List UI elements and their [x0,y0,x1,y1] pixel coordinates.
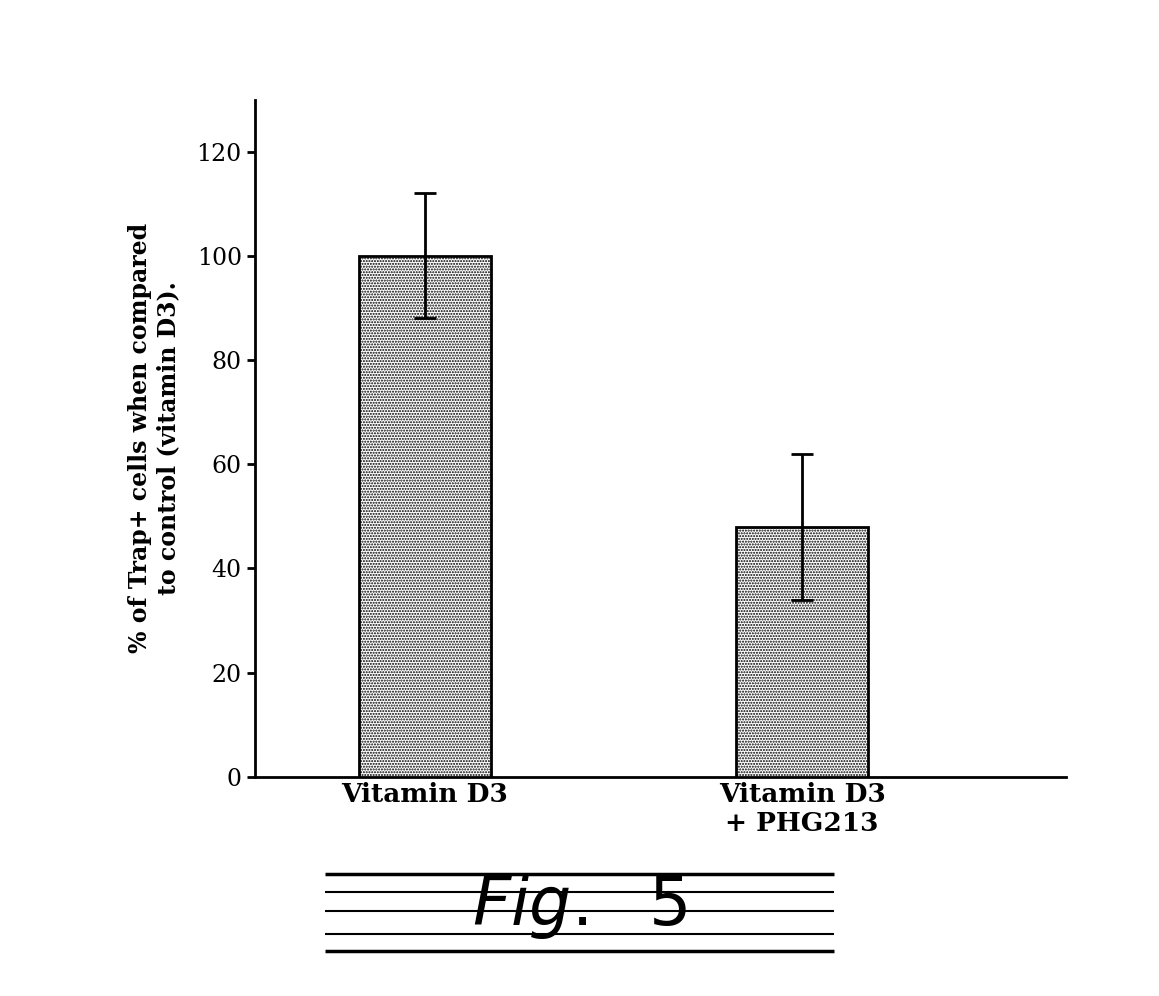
Bar [736,527,868,777]
Y-axis label: % of Trap+ cells when compared
to control (vitamin D3).: % of Trap+ cells when compared to contro… [127,223,180,653]
Text: $\mathbf{\mathit{Fig.\ \ 5}}$: $\mathbf{\mathit{Fig.\ \ 5}}$ [472,872,687,941]
Bar [359,256,490,777]
